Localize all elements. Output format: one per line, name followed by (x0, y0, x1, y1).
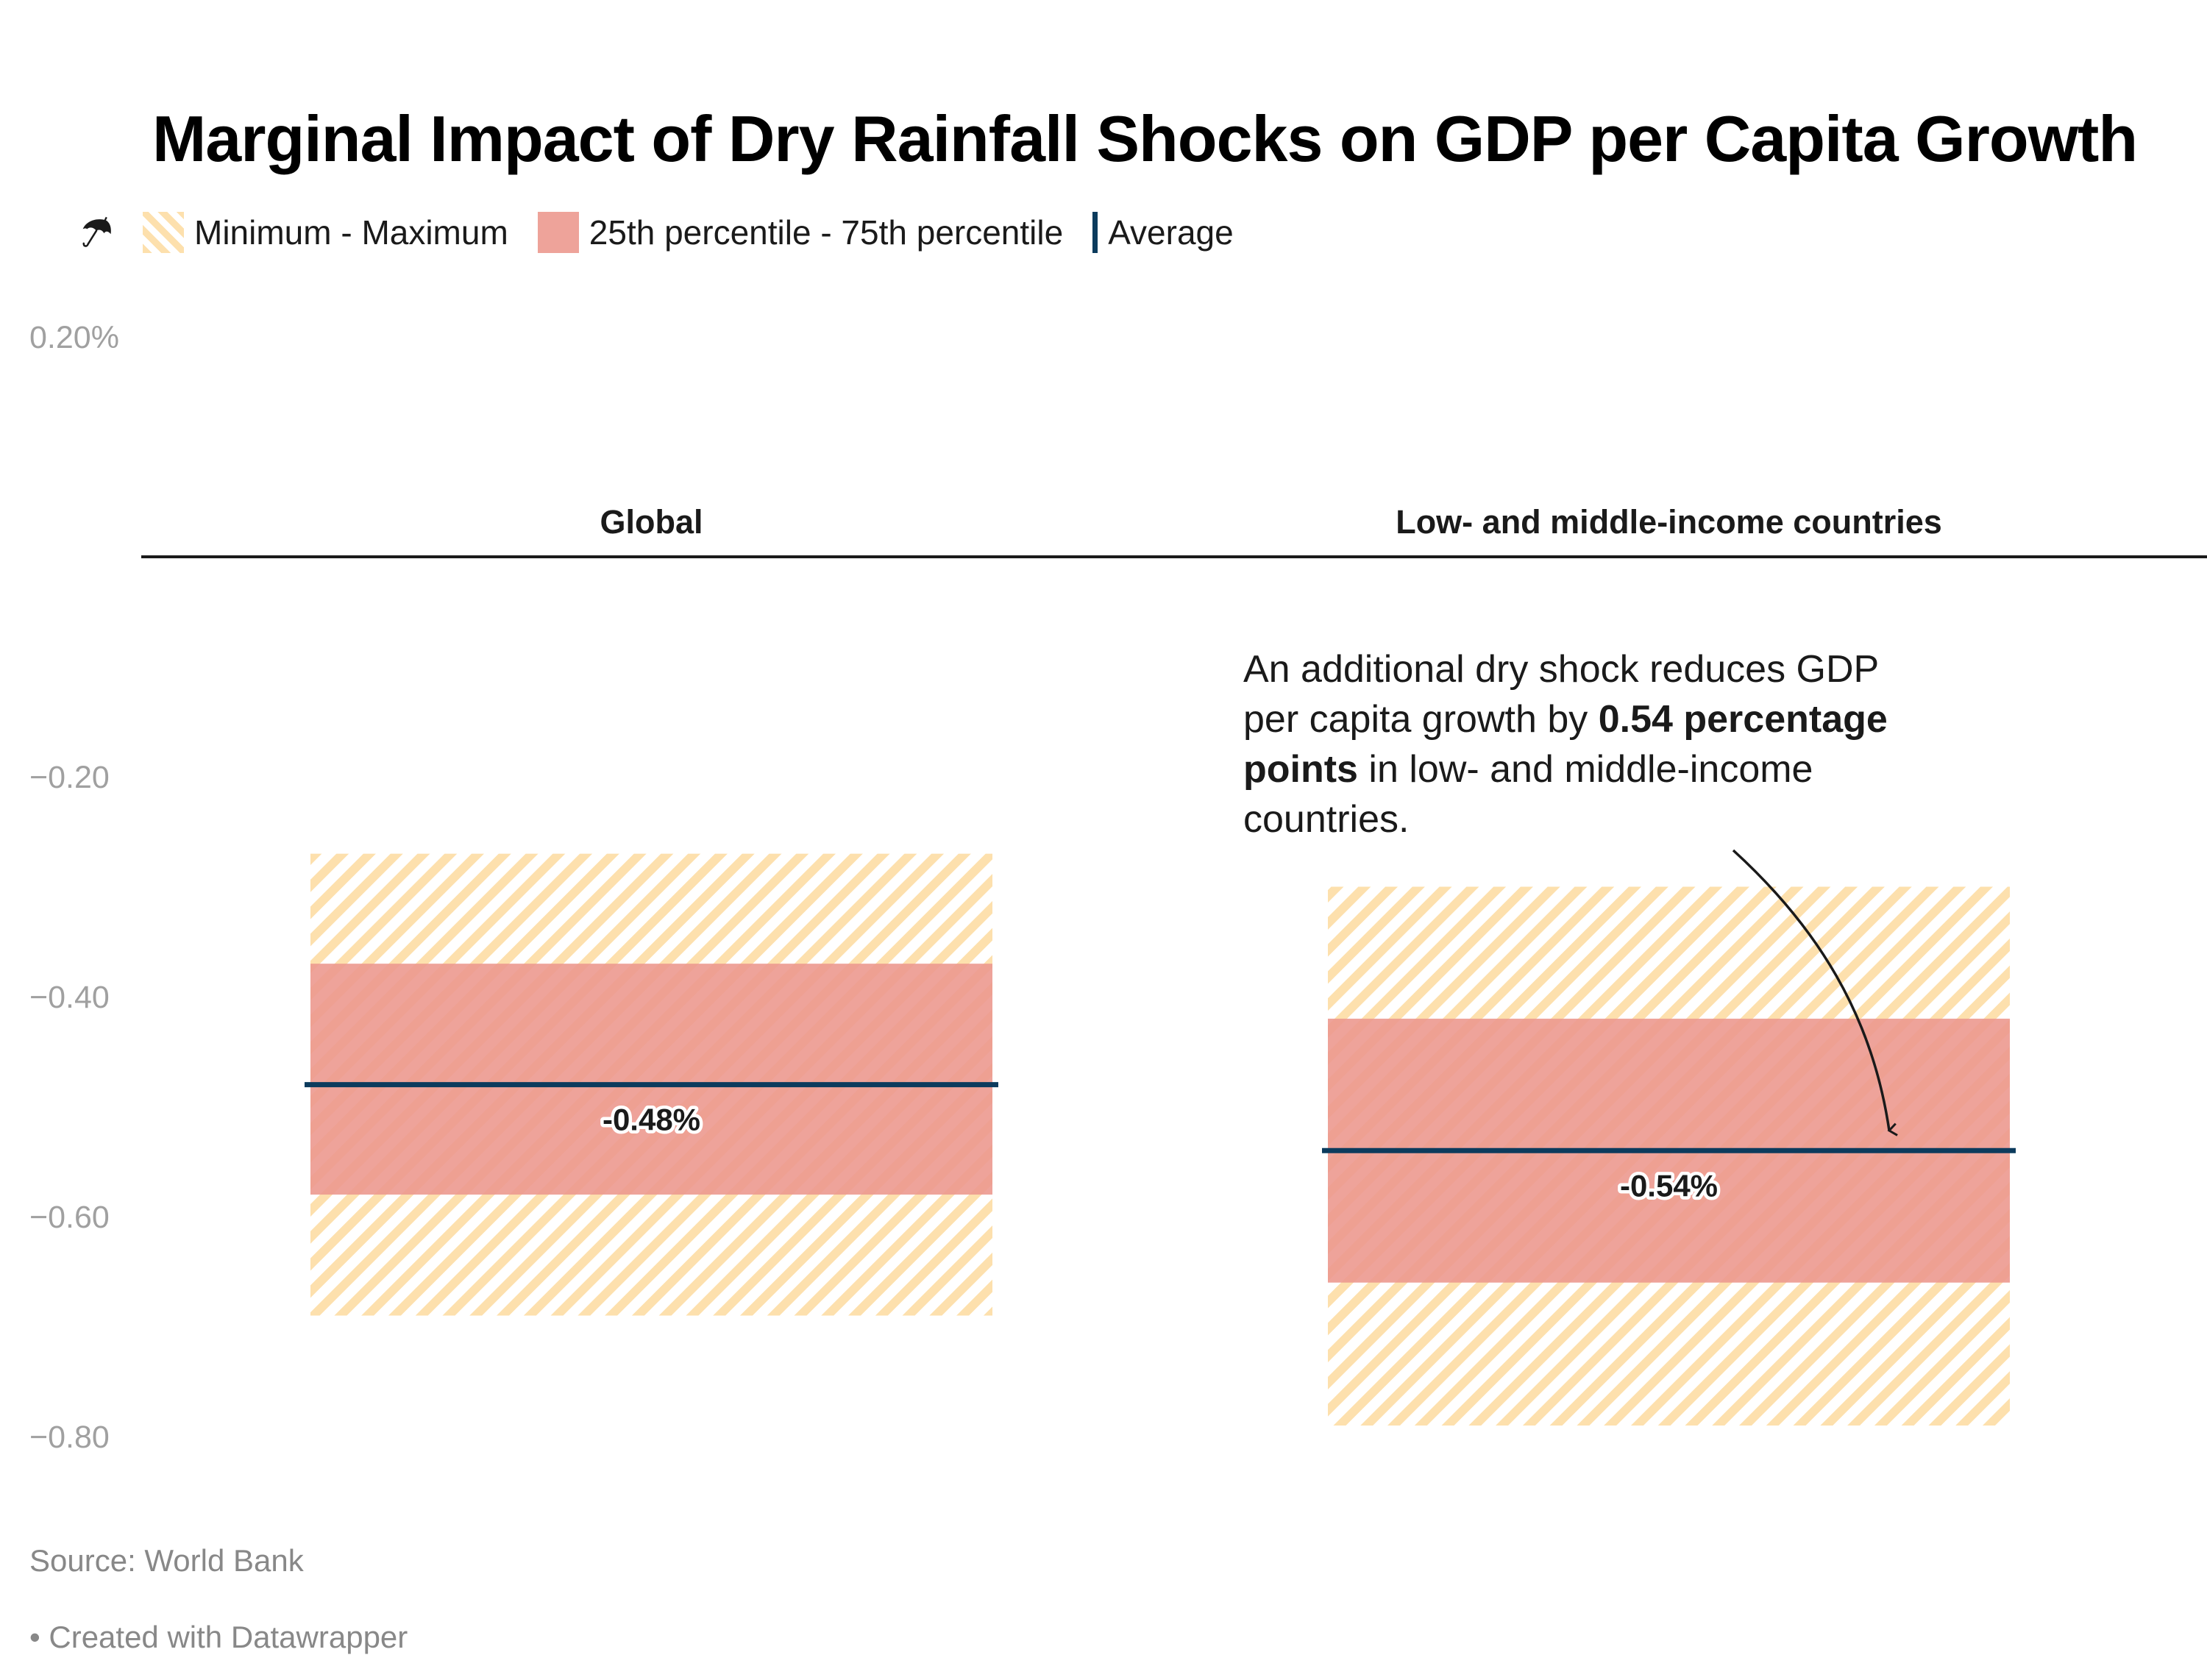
legend-swatch-average (1092, 212, 1098, 253)
category-group: -0.48% (305, 853, 998, 1316)
source-note: Source: World Bank (29, 1543, 304, 1578)
category-group: -0.54% (1322, 886, 2016, 1426)
legend-swatch-iqr (537, 212, 579, 253)
value-label: -0.48% (603, 1103, 700, 1137)
y-tick-label: 0.20% (29, 320, 119, 355)
datawrapper-credit[interactable]: • Created with Datawrapper (29, 1620, 408, 1654)
annotation-arrow (1732, 849, 1898, 1136)
chart-title: Marginal Impact of Dry Rainfall Shocks o… (152, 102, 2138, 175)
umbrella-icon (82, 216, 111, 247)
y-tick-label: −0.60 (29, 1200, 110, 1235)
legend: Minimum - Maximum 25th percentile - 75th… (79, 210, 1263, 255)
annotation-highlight: 0.54 percentage points (1243, 698, 1888, 791)
annotation-text: An additional dry shock reduces GDP per … (1243, 648, 1888, 841)
range-bar-iqr (310, 964, 992, 1195)
y-tick-label: −0.40 (29, 980, 110, 1015)
y-tick-label: −0.20 (29, 760, 110, 795)
legend-item-iqr: 25th percentile - 75th percentile (537, 212, 1064, 253)
value-label: -0.54% (1620, 1168, 1718, 1203)
legend-label: Minimum - Maximum (194, 213, 508, 252)
legend-label: 25th percentile - 75th percentile (589, 213, 1064, 252)
legend-label: Average (1108, 213, 1234, 252)
y-tick-label: −0.80 (29, 1420, 110, 1455)
legend-swatch-hatch (143, 212, 184, 253)
category-label: Global (600, 503, 703, 541)
legend-item-average: Average (1092, 212, 1234, 253)
legend-item-min-max: Minimum - Maximum (143, 212, 508, 253)
category-label: Low- and middle-income countries (1396, 503, 1942, 541)
